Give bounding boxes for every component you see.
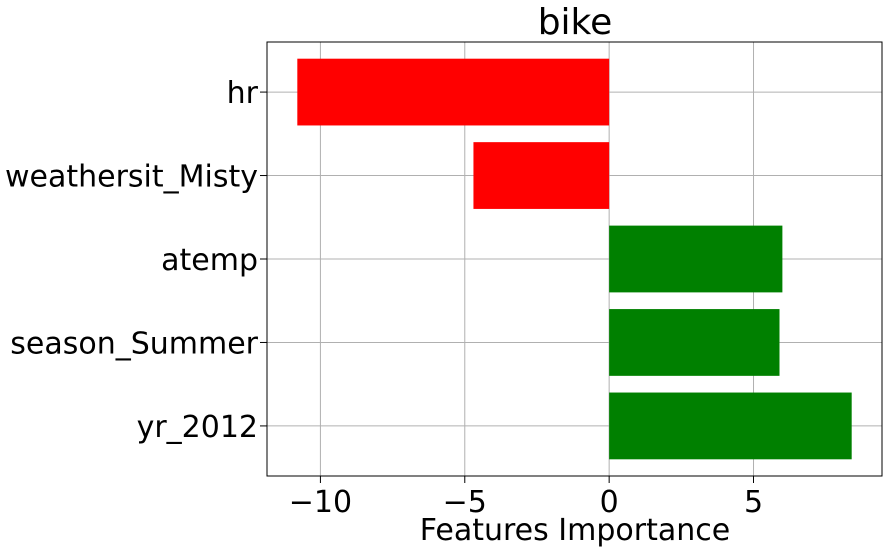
y-tick-label: atemp: [161, 243, 258, 278]
y-tick-label: yr_2012: [137, 410, 258, 445]
x-axis-ticks: −10 −5 0 5: [289, 476, 763, 520]
bar-weathersit-misty: [473, 142, 610, 209]
bar-hr: [297, 58, 610, 126]
bars: [297, 58, 852, 460]
x-tick-label: −10: [289, 485, 352, 520]
bar-yr-2012: [609, 392, 852, 460]
bar-season-summer: [609, 309, 780, 376]
y-axis-ticks: yr_2012 season_Summer atemp weathersit_Mist…: [5, 76, 267, 445]
x-tick-label: 0: [600, 485, 619, 520]
x-tick-label: 5: [744, 485, 763, 520]
chart-title: bike: [538, 2, 613, 43]
y-tick-label: hr: [227, 76, 259, 111]
y-tick-label: season_Summer: [10, 326, 258, 361]
bar-atemp: [609, 225, 783, 293]
x-tick-label: −5: [443, 485, 487, 520]
y-tick-label: weathersit_Misty: [5, 160, 258, 195]
x-axis-label: Features Importance: [420, 513, 730, 548]
